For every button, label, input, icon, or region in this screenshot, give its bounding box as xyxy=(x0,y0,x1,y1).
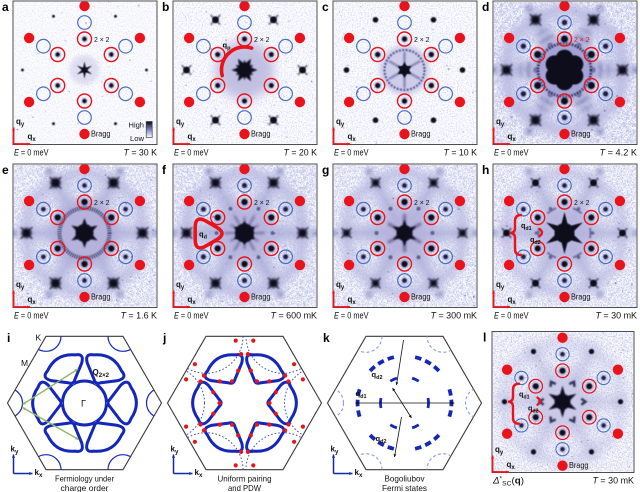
svg-text:T = 30 K: T = 30 K xyxy=(124,148,158,158)
svg-text:qy: qy xyxy=(16,280,25,291)
svg-text:E = 0 meV: E = 0 meV xyxy=(494,148,529,158)
svg-text:Bragg: Bragg xyxy=(571,130,591,139)
svg-text:T = 10 K: T = 10 K xyxy=(444,148,478,158)
svg-text:2 × 2: 2 × 2 xyxy=(254,35,270,44)
svg-text:qp: qp xyxy=(223,41,232,52)
svg-text:T = 20 K: T = 20 K xyxy=(284,148,318,158)
svg-text:T = 30 mK: T = 30 mK xyxy=(593,476,635,486)
svg-text:b: b xyxy=(162,0,169,14)
svg-text:i: i xyxy=(7,331,10,345)
svg-text:qy: qy xyxy=(16,117,25,128)
svg-text:M: M xyxy=(21,358,28,368)
svg-text:kx: kx xyxy=(35,468,43,479)
svg-text:qx: qx xyxy=(188,132,197,143)
svg-text:qy: qy xyxy=(336,117,345,128)
svg-text:Bragg: Bragg xyxy=(91,293,111,302)
svg-text:Bragg: Bragg xyxy=(251,293,271,302)
svg-text:Bragg: Bragg xyxy=(91,130,111,139)
svg-text:Bragg: Bragg xyxy=(251,130,271,139)
svg-text:qd2: qd2 xyxy=(372,370,383,381)
svg-text:d: d xyxy=(482,0,489,14)
svg-text:E = 0 meV: E = 0 meV xyxy=(494,311,529,321)
svg-text:qy: qy xyxy=(496,117,505,128)
svg-text:qd2: qd2 xyxy=(528,404,539,415)
svg-text:qd2: qd2 xyxy=(376,434,387,445)
svg-text:2 × 2: 2 × 2 xyxy=(414,198,430,207)
svg-text:qx: qx xyxy=(508,132,517,143)
svg-text:qy: qy xyxy=(176,117,185,128)
svg-text:qx: qx xyxy=(348,295,357,306)
svg-text:Bragg: Bragg xyxy=(411,293,431,302)
svg-text:E = 0 meV: E = 0 meV xyxy=(174,311,209,321)
svg-text:T = 30 mK: T = 30 mK xyxy=(596,311,638,321)
svg-text:charge order: charge order xyxy=(61,483,109,492)
svg-text:qy: qy xyxy=(176,280,185,291)
svg-text:j: j xyxy=(162,331,166,345)
svg-text:T = 300 mK: T = 300 mK xyxy=(431,311,478,321)
svg-text:and PDW: and PDW xyxy=(228,483,261,492)
svg-text:qy: qy xyxy=(496,280,505,291)
svg-text:ky: ky xyxy=(171,445,179,456)
svg-text:Bragg: Bragg xyxy=(569,461,589,470)
svg-text:c: c xyxy=(322,0,329,14)
svg-text:E = 0 meV: E = 0 meV xyxy=(334,311,369,321)
svg-text:qx: qx xyxy=(507,460,516,471)
svg-text:e: e xyxy=(2,163,9,177)
svg-text:2 × 2: 2 × 2 xyxy=(94,35,110,44)
svg-text:kx: kx xyxy=(195,468,203,479)
svg-text:Q2×2: Q2×2 xyxy=(93,368,110,379)
svg-text:E = 0 meV: E = 0 meV xyxy=(174,148,209,158)
svg-text:qd2: qd2 xyxy=(530,235,541,246)
svg-text:l: l xyxy=(483,331,486,345)
svg-text:qx: qx xyxy=(28,132,37,143)
svg-text:2 × 2: 2 × 2 xyxy=(574,35,590,44)
svg-text:h: h xyxy=(482,163,489,177)
svg-text:E = 0 meV: E = 0 meV xyxy=(14,311,49,321)
svg-text:Fermi states: Fermi states xyxy=(382,483,427,492)
svg-text:a: a xyxy=(2,0,9,14)
svg-text:qy: qy xyxy=(336,280,345,291)
svg-text:Low: Low xyxy=(130,136,145,143)
svg-text:E = 0 meV: E = 0 meV xyxy=(334,148,369,158)
svg-text:k: k xyxy=(323,331,330,345)
svg-text:Fermiology under: Fermiology under xyxy=(55,474,114,484)
svg-text:ky: ky xyxy=(11,445,19,456)
svg-text:Uniform pairing: Uniform pairing xyxy=(218,474,272,484)
svg-text:2 × 2: 2 × 2 xyxy=(254,198,270,207)
svg-text:qx: qx xyxy=(508,295,517,306)
svg-text:qx: qx xyxy=(188,295,197,306)
svg-text:kx: kx xyxy=(355,468,363,479)
svg-text:ky: ky xyxy=(331,445,339,456)
svg-text:g: g xyxy=(322,163,329,177)
svg-text:Bragg: Bragg xyxy=(571,293,591,302)
svg-text:qx: qx xyxy=(28,295,37,306)
svg-text:2 × 2: 2 × 2 xyxy=(94,198,110,207)
svg-text:High: High xyxy=(129,122,145,129)
svg-text:f: f xyxy=(162,163,167,177)
svg-text:T = 4.2 K: T = 4.2 K xyxy=(600,148,638,158)
svg-text:Bragg: Bragg xyxy=(411,130,431,139)
svg-text:Δ*SC(q): Δ*SC(q) xyxy=(492,476,524,488)
svg-text:Γ: Γ xyxy=(81,399,86,409)
svg-text:K: K xyxy=(36,333,42,343)
svg-text:T = 600 mK: T = 600 mK xyxy=(271,311,318,321)
svg-text:2 × 2: 2 × 2 xyxy=(414,35,430,44)
svg-text:2 × 2: 2 × 2 xyxy=(574,198,590,207)
svg-text:T = 1.6 K: T = 1.6 K xyxy=(121,311,158,321)
svg-text:qd1: qd1 xyxy=(356,389,367,400)
svg-text:qd1: qd1 xyxy=(519,390,530,401)
svg-text:qy: qy xyxy=(495,445,504,456)
svg-text:E = 0 meV: E = 0 meV xyxy=(14,148,49,158)
svg-text:qd1: qd1 xyxy=(521,221,532,232)
svg-text:qx: qx xyxy=(348,132,357,143)
svg-text:Bogoliubov: Bogoliubov xyxy=(385,474,426,484)
svg-text:qd: qd xyxy=(199,230,207,241)
